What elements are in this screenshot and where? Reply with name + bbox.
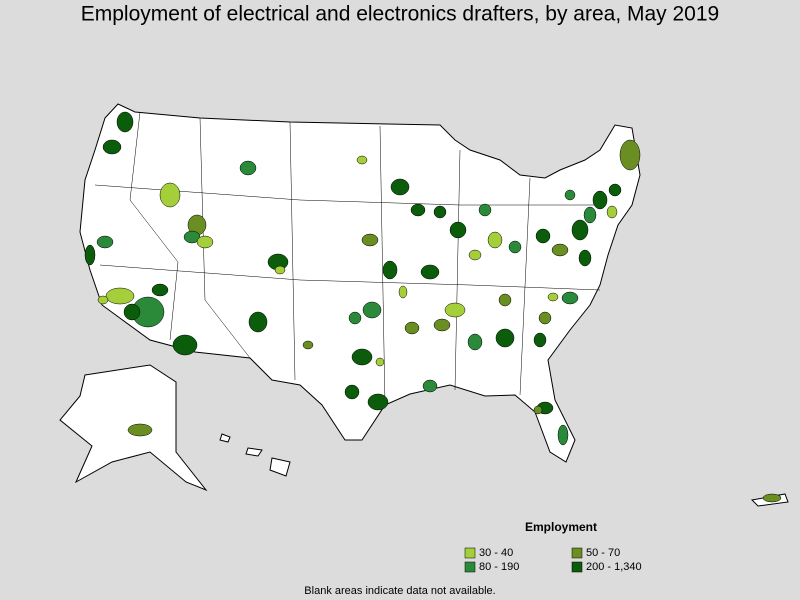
legend-swatch: [571, 547, 583, 559]
area-0: [97, 295, 109, 305]
area-3: [84, 244, 96, 266]
area-3: [344, 384, 360, 400]
area-3: [578, 249, 592, 267]
area-3: [172, 334, 198, 356]
area-0: [375, 357, 385, 367]
state-borders: [454, 149, 461, 391]
legend-swatch: [571, 561, 583, 573]
area-0: [547, 292, 559, 302]
hawaii: [245, 447, 263, 457]
hawaii: [269, 457, 291, 477]
area-3: [495, 328, 515, 348]
area-1: [433, 318, 451, 332]
footnote: Blank areas indicate data not available.: [304, 585, 495, 597]
area-3: [592, 190, 608, 210]
area-0: [487, 231, 503, 249]
area-0: [398, 285, 408, 299]
area-2: [348, 311, 362, 325]
area-2: [478, 203, 492, 217]
area-2: [183, 230, 201, 244]
legend-label: 30 - 40: [479, 547, 513, 559]
legend-swatch: [464, 547, 476, 559]
area-0: [159, 182, 181, 208]
area-0: [444, 302, 466, 318]
area-3: [367, 393, 389, 411]
area-3: [420, 264, 440, 280]
area-2: [239, 160, 257, 176]
area-1: [533, 405, 543, 415]
area-2: [467, 333, 483, 351]
area-3: [123, 303, 141, 321]
area-3: [433, 205, 447, 219]
area-0: [274, 265, 286, 275]
area-3: [248, 311, 268, 333]
state-borders: [289, 121, 296, 381]
area-3: [608, 183, 622, 197]
state-borders: [519, 177, 531, 396]
area-3: [351, 348, 373, 366]
shaded-areas: [84, 111, 782, 503]
state-borders: [94, 184, 600, 206]
area-0: [196, 235, 214, 249]
area-2: [96, 235, 114, 249]
contiguous-us: [79, 103, 641, 463]
area-0: [606, 205, 618, 219]
legend-title: Employment: [525, 520, 597, 534]
legend-label: 200 - 1,340: [586, 561, 642, 573]
area-2: [564, 189, 576, 201]
area-3: [382, 260, 398, 280]
legend-label: 80 - 190: [479, 561, 519, 573]
area-1: [302, 340, 314, 350]
area-2: [583, 206, 597, 224]
area-1: [361, 233, 379, 247]
legend-label: 50 - 70: [586, 547, 620, 559]
area-1: [404, 321, 420, 335]
area-3: [571, 219, 589, 241]
area-1: [762, 493, 782, 503]
area-2: [422, 379, 438, 393]
legend-swatch: [464, 561, 476, 573]
area-1: [619, 139, 641, 171]
area-2: [362, 301, 382, 319]
area-1: [127, 423, 153, 437]
area-2: [561, 291, 579, 305]
area-3: [535, 228, 551, 244]
state-borders: [99, 264, 601, 291]
area-1: [551, 243, 569, 257]
map-title: Employment of electrical and electronics…: [81, 3, 719, 26]
area-0: [468, 249, 482, 261]
area-3: [390, 178, 410, 196]
legend: 30 - 40 50 - 70 80 - 190 200 - 1,340: [464, 547, 642, 573]
hawaii: [219, 433, 231, 443]
area-3: [533, 332, 547, 348]
area-3: [410, 203, 426, 217]
area-0: [105, 287, 135, 305]
area-3: [151, 283, 169, 297]
state-borders: [199, 117, 251, 359]
state-borders: [379, 125, 386, 406]
area-1: [498, 293, 512, 307]
area-3: [102, 139, 122, 155]
state-borders: [129, 111, 179, 341]
area-3: [116, 111, 134, 133]
area-0: [356, 155, 368, 165]
area-1: [538, 311, 552, 325]
area-2: [508, 240, 522, 254]
area-3: [449, 221, 467, 239]
area-2: [557, 424, 569, 446]
